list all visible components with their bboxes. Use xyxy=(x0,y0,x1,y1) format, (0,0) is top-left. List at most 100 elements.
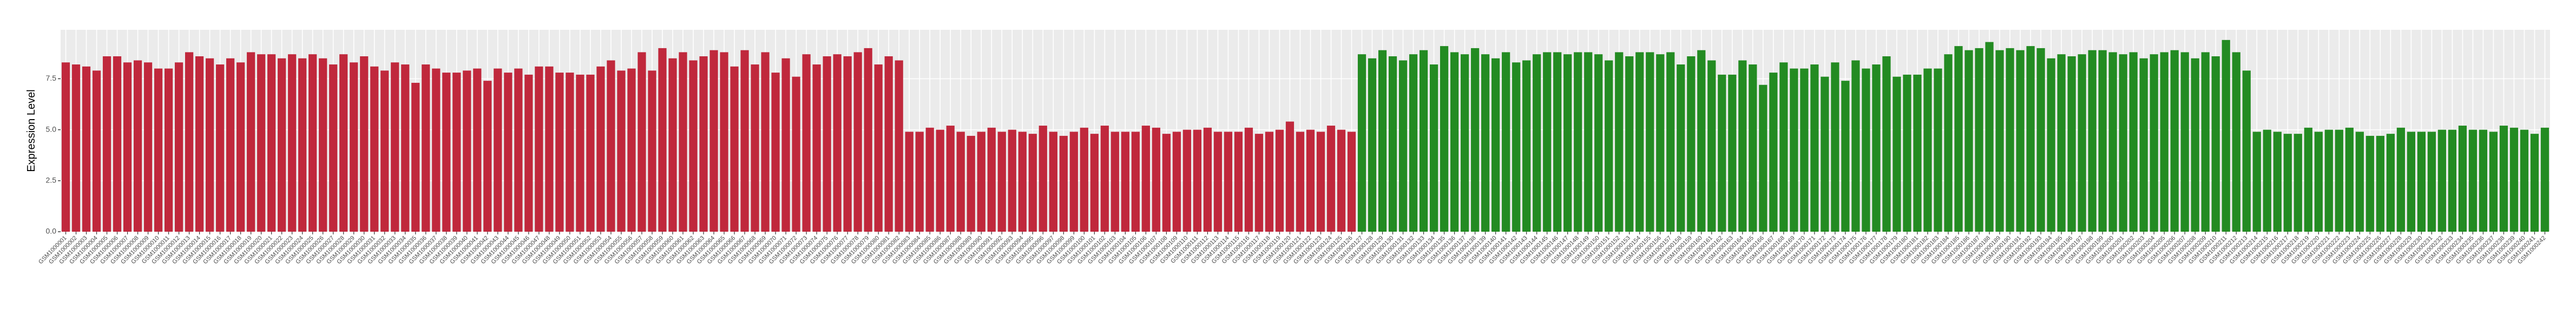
bar xyxy=(473,68,482,232)
bar xyxy=(1656,54,1665,232)
bar xyxy=(648,70,656,232)
bar xyxy=(1543,52,1552,232)
bar xyxy=(1913,74,1922,232)
bar xyxy=(1172,132,1181,232)
y-tick-label: 5.0 xyxy=(46,125,57,133)
bar xyxy=(1430,64,1438,232)
bar xyxy=(2540,127,2549,232)
bar xyxy=(812,64,821,232)
bar xyxy=(1502,52,1510,232)
bar xyxy=(2088,50,2097,232)
bar xyxy=(164,68,173,232)
bar xyxy=(411,82,420,232)
bar xyxy=(1100,126,1109,232)
bar xyxy=(1049,132,1057,232)
bar xyxy=(82,66,91,232)
bar xyxy=(1605,60,1613,232)
bar xyxy=(1512,62,1521,232)
bar xyxy=(1080,127,1088,232)
bar xyxy=(61,62,70,232)
bar xyxy=(864,48,872,232)
bar xyxy=(895,60,903,232)
bar xyxy=(802,54,811,232)
bar xyxy=(1769,73,1778,232)
bar xyxy=(627,68,636,232)
bar xyxy=(319,58,327,232)
bar xyxy=(1368,58,1377,232)
bar xyxy=(1008,129,1016,232)
y-tick-label: 7.5 xyxy=(46,74,57,82)
bar xyxy=(71,64,81,232)
bar xyxy=(1985,42,1994,232)
bar xyxy=(442,73,451,232)
bar xyxy=(2335,129,2343,232)
bar xyxy=(329,64,338,232)
bar xyxy=(236,62,245,232)
bar xyxy=(1584,52,1593,232)
bar xyxy=(2468,129,2478,232)
bar xyxy=(2263,129,2271,232)
bar xyxy=(740,50,749,232)
bar xyxy=(853,52,862,232)
bar xyxy=(2489,132,2498,232)
bar xyxy=(874,64,883,232)
bar xyxy=(1275,129,1284,232)
y-tick-label: 2.5 xyxy=(46,176,57,185)
bar xyxy=(576,74,584,232)
bar xyxy=(2386,134,2395,232)
bar xyxy=(1069,132,1078,232)
bar xyxy=(360,56,369,232)
bar xyxy=(1121,132,1129,232)
bar xyxy=(936,129,944,232)
bar xyxy=(1851,60,1860,232)
bar xyxy=(709,50,718,232)
bar xyxy=(154,68,163,232)
bar xyxy=(92,70,101,232)
bar xyxy=(2150,54,2158,232)
bar xyxy=(1625,56,1634,232)
bar xyxy=(987,127,996,232)
bar xyxy=(1193,129,1202,232)
bar xyxy=(2170,50,2179,232)
bar xyxy=(1326,126,1336,232)
bar xyxy=(1337,129,1346,232)
bar xyxy=(1203,127,1212,232)
bar xyxy=(915,132,924,232)
bar xyxy=(1296,132,1305,232)
bar xyxy=(1677,64,1685,232)
bar xyxy=(2067,56,2076,232)
bar xyxy=(1244,127,1253,232)
bar xyxy=(1718,74,1726,232)
bar xyxy=(2437,129,2447,232)
bar xyxy=(1306,129,1315,232)
bar xyxy=(1903,74,1911,232)
bar xyxy=(195,56,204,232)
bar xyxy=(1357,54,1366,232)
bar xyxy=(1533,54,1541,232)
bar xyxy=(2458,126,2467,232)
bar xyxy=(1810,64,1819,232)
bar xyxy=(1831,62,1839,232)
bar xyxy=(2098,50,2107,232)
bar xyxy=(1934,68,1942,232)
bar xyxy=(792,76,800,232)
bar xyxy=(1923,68,1932,232)
bar xyxy=(1378,50,1387,232)
bar xyxy=(2520,129,2529,232)
bar xyxy=(2026,46,2035,232)
bar xyxy=(2314,132,2323,232)
bar xyxy=(2448,129,2457,232)
bar xyxy=(2324,129,2333,232)
bar xyxy=(905,132,914,232)
bar xyxy=(514,68,523,232)
bar xyxy=(1440,46,1449,232)
bar xyxy=(463,70,471,232)
bar xyxy=(1841,81,1850,232)
bar xyxy=(2232,52,2240,232)
bar xyxy=(1646,52,1654,232)
bar xyxy=(1141,126,1150,232)
bar xyxy=(2211,56,2220,232)
bar xyxy=(1975,48,1983,232)
bar xyxy=(1574,52,1582,232)
